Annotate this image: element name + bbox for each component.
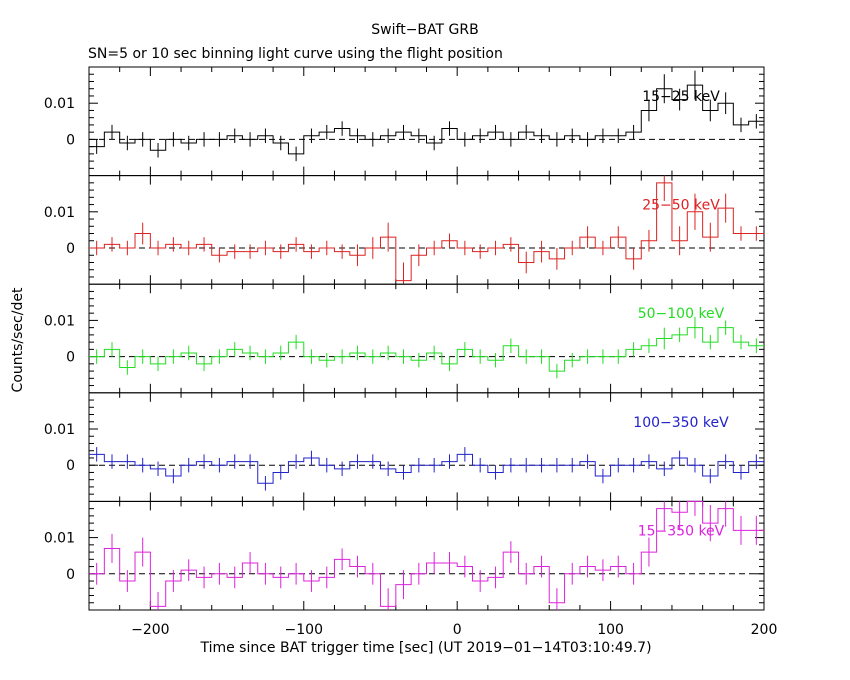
x-tick-label: 100 [597, 622, 624, 638]
x-tick-label: −100 [285, 622, 323, 638]
y-tick-label: 0.01 [44, 531, 75, 547]
series-label: 15−25 keV [642, 89, 720, 105]
chart-title: Swift−BAT GRB [371, 22, 479, 38]
series-label: 25−50 keV [642, 198, 720, 214]
series-label: 100−350 keV [633, 415, 729, 431]
panel-frame [88, 66, 765, 177]
panel-frame [88, 500, 765, 611]
series-label: 50−100 keV [638, 306, 725, 322]
y-tick-label: 0 [66, 241, 75, 257]
series-step-line [89, 500, 764, 607]
chart-subtitle: SN=5 or 10 sec binning light curve using… [88, 46, 503, 62]
y-tick-label: 0 [66, 567, 75, 583]
x-tick-label: −200 [131, 622, 169, 638]
series-step-line [89, 327, 764, 372]
y-tick-label: 0 [66, 132, 75, 148]
y-tick-label: 0.01 [44, 313, 75, 329]
y-tick-label: 0.01 [44, 205, 75, 221]
series-step-line [89, 453, 764, 484]
series-step-line [89, 182, 764, 282]
y-tick-label: 0.01 [44, 422, 75, 438]
x-tick-label: 0 [453, 622, 462, 638]
panel-frame [88, 392, 765, 502]
series-step-line [89, 84, 764, 155]
x-tick-label: 200 [751, 622, 778, 638]
panel-frame [88, 175, 765, 285]
series-label: 15−350 keV [638, 523, 725, 539]
y-tick-label: 0.01 [44, 96, 75, 112]
x-axis-label: Time since BAT trigger time [sec] (UT 20… [200, 640, 652, 656]
y-tick-label: 0 [66, 350, 75, 366]
y-tick-label: 0 [66, 458, 75, 474]
